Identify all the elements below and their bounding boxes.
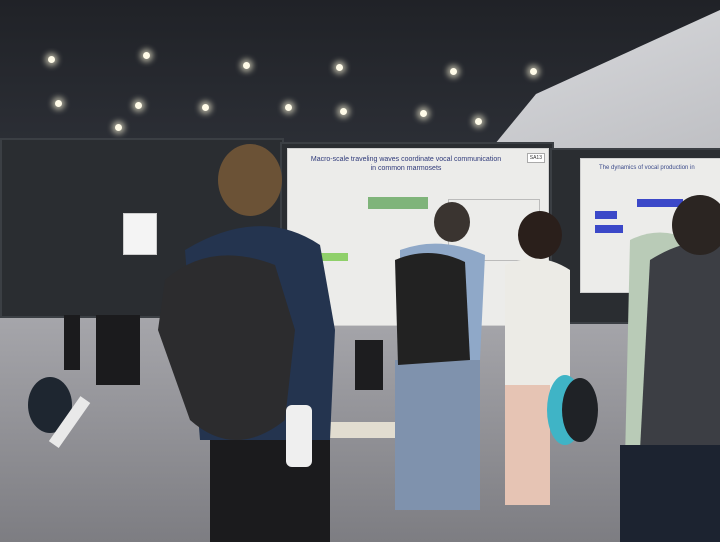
ceiling-light [243, 62, 250, 69]
ceiling-light [475, 118, 482, 125]
person-background-legs [355, 340, 383, 390]
ceiling-light [115, 124, 122, 131]
person-background-legs [96, 315, 140, 385]
poster-tube [48, 396, 91, 449]
board-number: SA13 [526, 153, 545, 163]
black-backpack [562, 378, 598, 442]
person-head-hair [672, 195, 720, 255]
board-note [123, 213, 157, 255]
ceiling-light [450, 68, 457, 75]
person-jeans [395, 360, 480, 510]
ceiling-light [55, 100, 62, 107]
person-head-hair [434, 202, 470, 242]
person-dark-pants [620, 445, 720, 542]
poster-title: Macro-scale traveling waves coordinate v… [310, 156, 502, 172]
ceiling-light [202, 104, 209, 111]
poster-figure [595, 225, 623, 233]
person-white-jacket [505, 258, 570, 390]
poster-title: The dynamics of vocal production in [599, 165, 695, 171]
person-pink-pants [505, 385, 550, 505]
person-dark-shirt [640, 242, 720, 450]
poster-figure [368, 197, 428, 209]
floor-backpack [28, 377, 72, 433]
person-head-hair [218, 144, 282, 216]
ceiling-light [336, 64, 343, 71]
ceiling-light [420, 110, 427, 117]
ceiling-light [143, 52, 150, 59]
person-background-legs [64, 315, 80, 370]
water-bottle [286, 405, 312, 467]
poster-figure [637, 199, 683, 207]
black-backpack [158, 255, 295, 440]
ceiling-light [285, 104, 292, 111]
ceiling-light [530, 68, 537, 75]
poster-figure [595, 211, 617, 219]
ceiling-light [48, 56, 55, 63]
black-backpack [395, 252, 470, 365]
ceiling-light [340, 108, 347, 115]
poster-figure [318, 253, 348, 261]
person-head-hair [518, 211, 562, 259]
ceiling-light [135, 102, 142, 109]
